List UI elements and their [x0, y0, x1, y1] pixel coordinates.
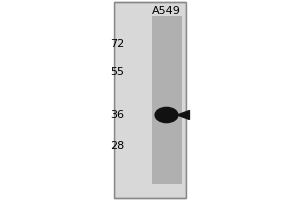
Bar — [186, 0, 300, 200]
Text: A549: A549 — [152, 6, 181, 16]
Text: 72: 72 — [110, 39, 124, 49]
Text: 28: 28 — [110, 141, 124, 151]
Bar — [114, 2, 186, 198]
Bar — [114, 2, 186, 198]
Text: 36: 36 — [110, 110, 124, 120]
Polygon shape — [177, 110, 190, 119]
Bar — [152, 16, 182, 184]
Circle shape — [155, 107, 178, 123]
Bar — [0, 0, 114, 200]
Text: 55: 55 — [110, 67, 124, 77]
